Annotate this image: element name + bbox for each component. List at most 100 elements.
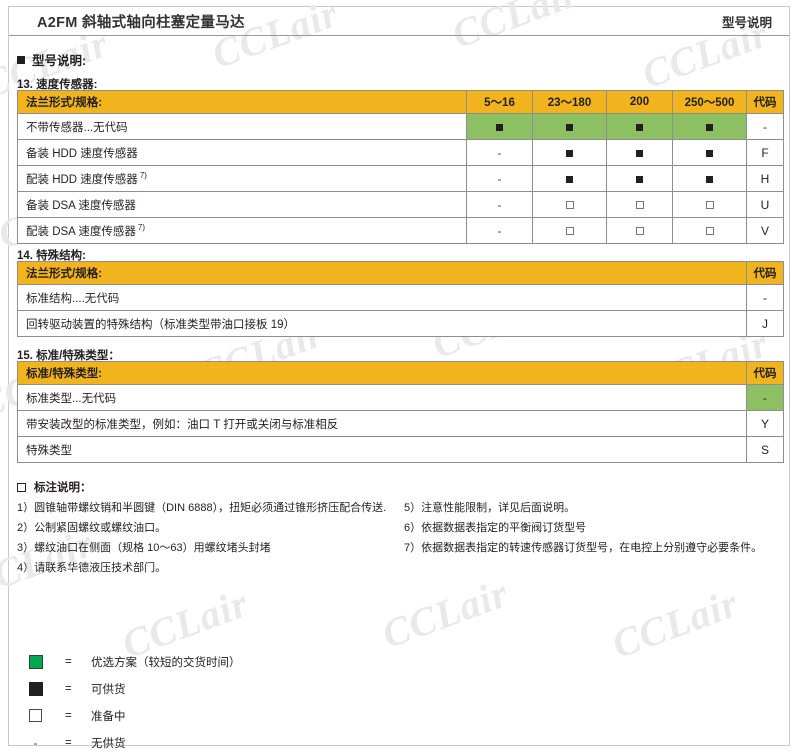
dash-icon: - <box>497 172 502 187</box>
column-header-size-200: 200 <box>606 90 673 114</box>
availability-cell: - <box>466 139 533 166</box>
filled-square-icon <box>636 175 643 183</box>
table-standard-special-type: 标准/特殊类型: 代码 标准类型...无代码 - 带安装改型的标准类型，例如：油… <box>17 361 784 463</box>
row-label: 不带传感器...无代码 <box>17 113 467 140</box>
availability-cell <box>606 139 673 166</box>
footnote-item: 5）注意性能限制，详见后面说明。 <box>404 502 576 514</box>
section-15-title: 15. 标准/特殊类型： <box>17 350 120 362</box>
availability-cell <box>606 165 673 192</box>
availability-cell <box>606 191 673 218</box>
open-square-icon <box>705 201 714 210</box>
code-cell: U <box>746 191 784 218</box>
footnote-item: 3）螺纹油口在侧面（规格 10～63）用螺纹堵头封堵 <box>17 542 271 554</box>
row-label-text: 备装 HDD 速度传感器 <box>26 147 138 160</box>
open-square-icon <box>565 201 574 210</box>
header-corner-label: 型号说明 <box>721 15 772 30</box>
footnote-marker: 7) <box>137 222 146 232</box>
legend-item: = 准备中 <box>29 702 241 729</box>
legend-label: 优选方案（较短的交货时间） <box>91 656 241 669</box>
table-row: 配装 HDD 速度传感器 7) - H <box>17 165 784 192</box>
availability-cell <box>672 191 747 218</box>
availability-cell <box>672 113 747 140</box>
column-header-code: 代码 <box>746 361 784 385</box>
dash-icon: - <box>497 146 502 161</box>
table-speed-sensor: 法兰形式/规格: 5～16 23～180 200 250～500 代码 不带传感… <box>17 90 784 244</box>
legend-label: 可供货 <box>91 683 126 696</box>
footnote-marker: 7) <box>139 170 147 180</box>
black-square-icon <box>29 681 43 696</box>
row-label: 配装 HDD 速度传感器 7) <box>17 165 467 192</box>
legend-equals: = <box>65 655 72 668</box>
row-label-text: 配装 DSA 速度传感器 <box>26 225 136 238</box>
availability-cell: - <box>466 217 533 244</box>
row-label-text: 配装 HDD 速度传感器 <box>26 173 138 186</box>
table-row: 标准结构....无代码 - <box>17 284 784 311</box>
column-header-code: 代码 <box>746 90 784 114</box>
footnote-item: 1）圆锥轴带螺纹销和半圆键（DIN 6888），扭矩必须通过锥形挤压配合传送. <box>17 502 387 514</box>
open-square-icon <box>635 201 644 210</box>
column-header-size-250-500: 250～500 <box>672 90 747 114</box>
legend-label: 无供货 <box>91 737 126 750</box>
row-label: 备装 HDD 速度传感器 <box>17 139 467 166</box>
availability-cell: - <box>466 165 533 192</box>
dash-icon: - <box>33 735 38 750</box>
availability-cell <box>532 139 607 166</box>
table-row: 带安装改型的标准类型，例如：油口 T 打开或关闭与标准相反 Y <box>17 410 784 437</box>
code-cell: - <box>746 113 784 140</box>
legend-equals: = <box>65 709 72 722</box>
footnotes-column-left: 1）圆锥轴带螺纹销和半圆键（DIN 6888），扭矩必须通过锥形挤压配合传送. … <box>17 498 397 578</box>
code-cell: F <box>746 139 784 166</box>
filled-square-icon <box>706 175 713 183</box>
code-cell: - <box>746 384 784 411</box>
row-label: 标准结构....无代码 <box>17 284 747 311</box>
row-label: 特殊类型 <box>17 436 747 463</box>
filled-square-icon <box>636 149 643 157</box>
availability-cell: - <box>466 191 533 218</box>
page-title: A2FM 斜轴式轴向柱塞定量马达 <box>37 14 245 31</box>
legend-swatch <box>29 681 65 696</box>
legend-equals: = <box>65 682 72 695</box>
open-square-icon <box>565 227 574 236</box>
document-header: A2FM 斜轴式轴向柱塞定量马达 型号说明 <box>9 7 789 36</box>
filled-square-icon <box>636 123 643 131</box>
row-label: 带安装改型的标准类型，例如：油口 T 打开或关闭与标准相反 <box>17 410 747 437</box>
availability-cell <box>532 113 607 140</box>
square-bullet-icon <box>17 55 25 64</box>
legend-item: - = 无供货 <box>29 729 241 756</box>
availability-cell <box>672 139 747 166</box>
filled-square-icon <box>566 149 573 157</box>
column-header-type: 标准/特殊类型: <box>17 361 747 385</box>
page-heading: 型号说明: <box>17 50 86 69</box>
row-label-text: 不带传感器...无代码 <box>26 121 128 134</box>
table-header-row: 法兰形式/规格: 5～16 23～180 200 250～500 代码 <box>17 90 784 114</box>
filled-square-icon <box>706 149 713 157</box>
page-heading-text: 型号说明: <box>32 54 87 68</box>
legend-item: = 优选方案（较短的交货时间） <box>29 648 241 675</box>
legend-swatch <box>29 709 65 722</box>
table-special-structure: 法兰形式/规格: 代码 标准结构....无代码 - 回转驱动装置的特殊结构（标准… <box>17 261 784 337</box>
availability-cell <box>466 113 533 140</box>
legend-equals: = <box>65 736 72 749</box>
footnote-item: 6）依据数据表指定的平衡阀订货型号 <box>404 522 587 534</box>
availability-cell <box>532 165 607 192</box>
green-square-icon <box>29 654 43 669</box>
footnote-item: 2）公制紧固螺纹或螺纹油口。 <box>17 522 167 534</box>
availability-cell <box>606 113 673 140</box>
legend-item: = 可供货 <box>29 675 241 702</box>
row-label: 标准类型...无代码 <box>17 384 747 411</box>
table-row: 不带传感器...无代码 - <box>17 113 784 140</box>
legend-swatch: - <box>29 736 65 750</box>
column-header-code: 代码 <box>746 261 784 285</box>
row-label: 回转驱动装置的特殊结构（标准类型带油口接板 19） <box>17 310 747 337</box>
footnote-item: 7）依据数据表指定的转速传感器订货型号，在电控上分别遵守必要条件。 <box>404 542 763 554</box>
availability-cell <box>672 165 747 192</box>
code-cell: J <box>746 310 784 337</box>
column-header-flange: 法兰形式/规格: <box>17 261 747 285</box>
white-square-icon <box>29 709 42 722</box>
open-square-icon <box>705 227 714 236</box>
footnotes-heading: 标注说明： <box>17 479 92 495</box>
legend-block: = 优选方案（较短的交货时间） = 可供货 = 准备中 - = 无供货 <box>29 648 241 756</box>
table-row: 配装 DSA 速度传感器 7) - V <box>17 217 784 244</box>
footnotes-column-right: 5）注意性能限制，详见后面说明。 6）依据数据表指定的平衡阀订货型号 7）依据数… <box>404 498 794 558</box>
legend-label: 准备中 <box>91 710 126 723</box>
